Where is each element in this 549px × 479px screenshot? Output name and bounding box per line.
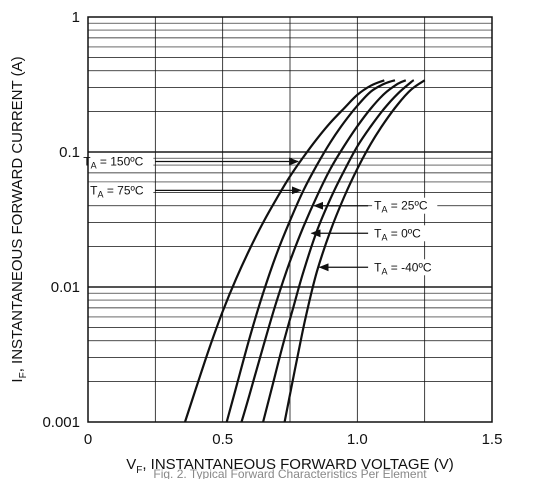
y-tick-label: 0.1 [59,144,80,161]
series-label-background [88,182,154,199]
series-label: TA = -40ºC [374,260,432,276]
series-line [183,79,385,423]
series-label: TA = 75ºC [90,183,144,199]
x-axis-title: VF, INSTANTANEOUS FORWARD VOLTAGE (V) [126,456,454,476]
series-lines [183,79,426,423]
grid [88,17,492,422]
series-annotation: TA = -40ºC [318,259,445,276]
series-label-background [372,197,438,214]
y-tick-label: 0.01 [51,279,80,296]
x-tick-label: 1.5 [482,431,503,448]
plot-frame [87,16,493,423]
series-line [225,79,396,423]
series-line [240,79,407,423]
series-annotation: TA = 150ºC [81,153,300,171]
y-axis-title: IF, INSTANTANEOUS FORWARD CURRENT (A) [9,56,29,382]
series-annotations: TA = 150ºC TA = 75ºC TA = 25ºC TA = 0ºC TA =… [81,153,445,276]
series-label: TA = 150ºC [83,155,143,171]
series-line [262,79,415,423]
series-label-background [81,153,154,170]
y-tick-label: 1 [72,9,80,26]
figure-caption: Fig. 2. Typical Forward Characteristics … [153,467,427,479]
series-label: TA = 25ºC [374,199,428,215]
series-label-background [372,225,431,242]
series-annotation: TA = 0ºC [310,225,431,242]
x-tick-label: 0 [84,431,92,448]
series-annotation: TA = 75ºC [88,182,302,199]
y-tick-label: 0.001 [42,414,80,431]
series-annotation: TA = 25ºC [313,197,438,215]
series-label-background [372,259,445,276]
series-line [283,79,426,423]
x-tick-label: 0.5 [212,431,233,448]
series-label: TA = 0ºC [374,226,421,242]
tick-labels: 0 0.5 1.0 1.5 1 0.1 0.01 0.001 [42,9,502,448]
x-tick-label: 1.0 [347,431,368,448]
